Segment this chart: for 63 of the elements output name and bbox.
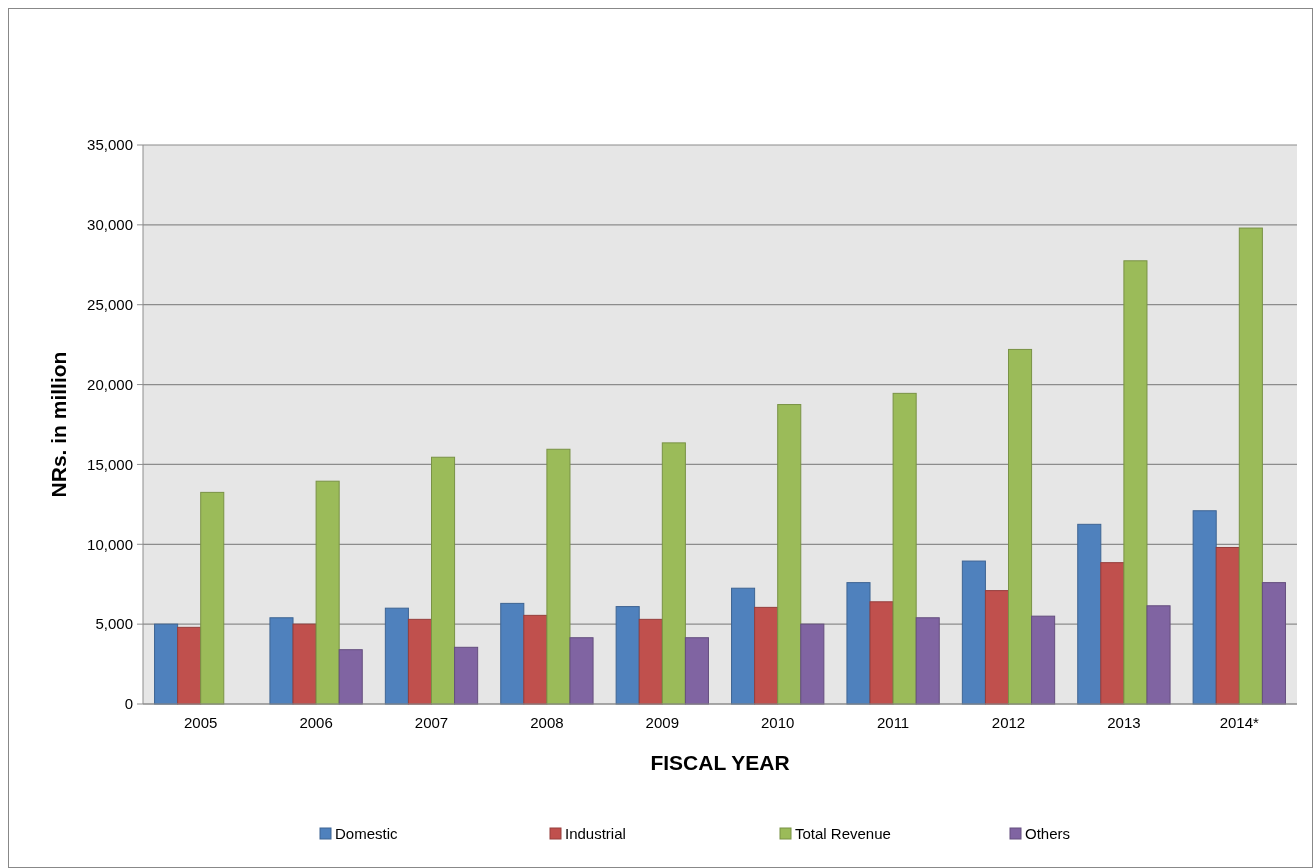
bar [638,618,663,705]
x-tick-label: 2013 [1107,714,1141,731]
bar [984,590,1009,705]
x-tick-label: 2006 [299,714,333,731]
bar [1192,510,1217,705]
bar [777,404,802,705]
bar [338,649,363,705]
bar [154,623,179,705]
bar [615,606,640,705]
bar [869,601,894,705]
bar [961,560,986,705]
bar [684,637,709,705]
x-tick-label: 2007 [414,714,449,731]
bar [754,606,779,705]
bar [846,582,871,705]
y-tick-label: 5,000 [95,615,133,633]
bar [1261,582,1286,705]
bar [500,602,525,705]
bar [1077,523,1102,705]
bar [523,614,548,705]
y-tick-label: 20,000 [87,375,133,393]
bar [915,617,940,705]
y-tick-label: 30,000 [87,216,133,234]
y-tick-label: 15,000 [87,455,133,473]
legend-label: Others [1025,825,1071,843]
x-tick-label: 2010 [761,714,795,731]
bar [1238,227,1263,705]
y-tick-label: 0 [124,695,133,713]
bar [384,607,409,705]
bar [892,392,917,705]
y-tick-label: 35,000 [87,136,133,154]
bar [177,626,202,705]
x-tick-label: 2012 [991,714,1026,731]
legend-label: Industrial [565,825,626,843]
x-tick-label: 2014* [1219,714,1260,731]
x-tick-label: 2011 [876,714,910,731]
bar [1146,605,1171,705]
bar [292,623,317,705]
y-axis-title: NRs. in million [47,351,70,498]
y-tick-label: 25,000 [87,295,133,313]
bar [200,491,225,705]
legend-label: Total Revenue [795,825,891,843]
bar [1008,348,1033,705]
bar [1215,546,1240,705]
x-axis-title: FISCAL YEAR [650,751,790,774]
legend-label: Domestic [335,825,399,843]
bar [1100,562,1125,705]
bar [454,646,479,705]
bar [569,637,594,705]
bar [431,456,456,705]
bar [315,480,340,705]
x-tick-label: 2009 [645,714,679,731]
bar [407,618,432,705]
x-tick-label: 2008 [530,714,564,731]
bar [546,448,571,705]
bar [731,587,756,705]
x-tick-label: 2005 [184,714,218,731]
y-tick-label: 10,000 [87,535,133,553]
bar [800,623,825,705]
bar [1031,615,1056,705]
bar [269,617,294,705]
bar [1123,260,1148,705]
bar [661,442,686,705]
